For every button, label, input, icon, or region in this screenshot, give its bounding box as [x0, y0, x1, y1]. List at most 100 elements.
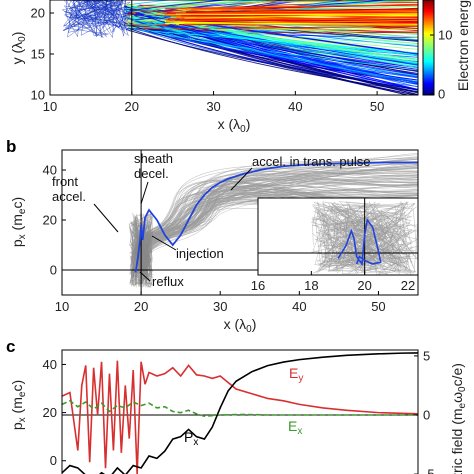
panel-b-cloud-blob	[130, 223, 154, 279]
annotation-reflux-pointer	[139, 271, 151, 282]
panel-b-cloud-blob	[130, 228, 153, 287]
inset-xtick-label: 16	[251, 278, 265, 293]
panel-a-trajectory	[127, 27, 418, 93]
panel-b-trajectory-line	[134, 161, 418, 273]
inset-cloud	[333, 202, 381, 275]
panel-a-xtick-label: 50	[370, 99, 384, 114]
annotation-injection-pointer	[151, 235, 177, 251]
annotation-front-accel-1: front	[52, 174, 78, 189]
panel-a-trajectory	[133, 19, 418, 46]
inset-ticks: 16 18 20 22	[251, 271, 419, 293]
panel-a-xtick-label: 30	[206, 99, 220, 114]
colorbar-tick-label: 10	[438, 28, 452, 43]
inset-xtick-label: 22	[401, 278, 415, 293]
panel-c-ytick-right-label: 5	[423, 348, 430, 363]
panel-c-series-ey	[62, 360, 418, 474]
inset-cloud	[318, 216, 405, 268]
panel-a-core-trajectory	[168, 18, 418, 23]
inset-cloud	[324, 201, 376, 261]
inset-cloud	[337, 215, 402, 266]
panel-a-ytick-label: 20	[31, 6, 45, 21]
panel-a-core-trajectory	[184, 14, 418, 19]
panel-b-cloud-blob	[129, 213, 153, 285]
panel-a-trajectory	[126, 0, 174, 6]
legend-ex: Ex	[288, 418, 302, 437]
panel-a-trajectory	[130, 26, 418, 30]
panel-c-ytick-right-label: -5	[423, 467, 435, 474]
panel-c-ylabel-right: tric field (meω0c/e)	[449, 363, 468, 474]
inset-cloud	[318, 201, 418, 271]
panel-a-trajectory	[133, 14, 418, 93]
panel-b-cloud-blob	[129, 229, 146, 280]
panel-b-plot-area	[62, 150, 418, 295]
annotation-front-pointer	[93, 203, 119, 233]
panel-a-trajectory	[137, 15, 418, 60]
panel-a-trajectory	[126, 16, 418, 22]
panel-b-ytick-label: 20	[43, 213, 57, 228]
panel-a-core-trajectory	[179, 22, 418, 25]
panel-a-trajectory	[128, 26, 418, 30]
panel-b-cloud-trajectory	[146, 177, 418, 256]
panel-a-trajectory	[138, 0, 285, 17]
inset-cloud	[311, 218, 408, 262]
panel-b-ticks: 10 20 30 40 50 0 20 40	[43, 163, 386, 315]
panel-a-trajectory	[134, 0, 280, 13]
inset-cloud	[315, 205, 383, 273]
panel-c-ticks: 0 20 40 -5 0 5	[43, 348, 435, 474]
panel-b-cloud-blob	[133, 218, 150, 282]
annotation-accel-trans: accel. in trans. pulse	[252, 154, 371, 169]
panel-a-xlabel: x (λ0)	[218, 116, 251, 135]
inset-xtick-label: 20	[357, 278, 371, 293]
panel-b-ylabel: px (mec)	[9, 197, 28, 247]
annotation-sheath-1: sheath	[134, 151, 173, 166]
panel-a-core-trajectory	[166, 16, 418, 22]
panel-a-trajectory	[124, 12, 418, 55]
panel-b-cloud-trajectory	[138, 184, 418, 265]
panel-a-trajectory	[129, 0, 230, 12]
panel-a: 10 20 30 40 50 10 15 20 0 10 Electron energ y (λ…	[9, 0, 471, 135]
panel-c-ytick-right-label: 0	[423, 408, 430, 423]
panel-c-ytick-label: 0	[50, 453, 57, 468]
panel-a-xtick-label: 20	[125, 99, 139, 114]
inset-xtick-label: 18	[304, 278, 318, 293]
panel-a-trajectory	[130, 8, 418, 86]
annotation-sheath-pointer	[140, 181, 149, 205]
panel-b: b 10 20 30 40 50 0 20 40 16 18 20 22 front accel. …	[6, 137, 419, 335]
annotation-accel-pointer	[230, 167, 253, 191]
panel-a-trajectory	[137, 10, 418, 60]
colorbar-label: Electron energ	[455, 0, 471, 91]
panel-b-xtick-label: 20	[134, 299, 148, 314]
panel-c-ytick-label: 20	[43, 405, 57, 420]
colorbar	[422, 0, 435, 96]
colorbar-tick-label: 0	[438, 87, 445, 102]
panel-a-ylabel: y (λ0)	[9, 32, 28, 65]
panel-a-trajectory	[123, 15, 418, 82]
panel-b-xlabel: x (λ0)	[224, 316, 257, 335]
panel-b-ytick-label: 0	[50, 263, 57, 278]
panel-b-xtick-label: 10	[55, 299, 69, 314]
inset-cloud	[335, 208, 349, 260]
inset-cloud	[316, 201, 409, 271]
panel-label-c: c	[6, 337, 15, 356]
panel-c-ylabel: px (mec)	[9, 380, 28, 430]
panel-a-trajectory	[131, 25, 418, 95]
panel-b-cloud-trajectory	[141, 163, 418, 269]
annotation-reflux: reflux	[152, 274, 184, 289]
panel-a-trajectory	[132, 16, 418, 57]
panel-a-trajectory	[128, 26, 418, 70]
inset-trajectory-line	[337, 218, 382, 267]
panel-a-ticks: 10 20 30 40 50 10 15 20	[31, 6, 385, 115]
panel-b-cloud-trajectory	[148, 182, 418, 264]
inset-cloud	[335, 219, 400, 273]
inset-frame	[257, 197, 419, 276]
panel-a-plot-area	[50, 0, 418, 95]
inset-cloud	[345, 201, 409, 274]
annotation-injection: injection	[176, 246, 224, 261]
panel-c-series-ex	[62, 399, 418, 417]
panel-a-frame	[49, 0, 419, 96]
panel-a-core-trajectory	[167, 12, 418, 14]
panel-c-plot-area	[62, 352, 418, 474]
panel-b-cloud-trajectory	[140, 161, 418, 262]
panel-b-cloud-trajectory	[139, 154, 418, 265]
inset-cloud	[341, 200, 408, 268]
